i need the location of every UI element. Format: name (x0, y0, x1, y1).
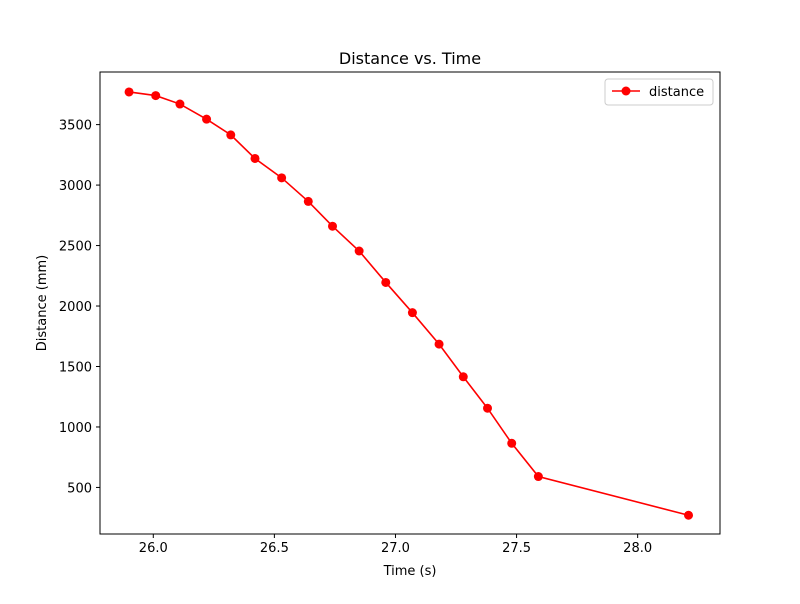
y-tick-label: 500 (67, 481, 92, 496)
data-point (684, 510, 694, 520)
y-tick-label: 1500 (59, 360, 92, 375)
data-point (124, 87, 134, 97)
data-point (407, 308, 417, 318)
data-point (381, 277, 391, 287)
x-tick-label: 28.0 (623, 541, 652, 556)
legend-box (604, 78, 714, 106)
y-tick-label: 2500 (59, 240, 92, 255)
y-tick-label: 2000 (59, 300, 92, 315)
y-axis-label: Distance (mm) (35, 255, 50, 351)
chart-title: Distance vs. Time (339, 49, 481, 68)
data-point (151, 91, 161, 101)
y-axis-ticks: 500 1000 1500 2000 2500 3000 3500 (59, 119, 100, 496)
data-point (303, 196, 313, 206)
y-tick-label: 1000 (59, 421, 92, 436)
data-point (533, 472, 543, 482)
plot-frame (99, 71, 721, 535)
data-point (175, 99, 185, 109)
legend: distance (604, 78, 714, 106)
y-tick-label: 3500 (59, 119, 92, 134)
x-axis-ticks: 26.0 26.5 27.0 27.5 28.0 (139, 534, 652, 556)
x-axis-label: Time (s) (383, 564, 437, 579)
data-point (226, 130, 236, 140)
series-points-distance (124, 87, 694, 520)
data-point (277, 173, 287, 183)
data-point (507, 438, 517, 448)
series-line-distance (128, 91, 689, 517)
legend-marker-sample (621, 86, 631, 96)
x-tick-label: 27.5 (502, 541, 531, 556)
x-tick-label: 26.0 (139, 541, 168, 556)
data-point (250, 153, 260, 163)
legend-label-distance: distance (649, 85, 704, 100)
x-tick-label: 27.0 (381, 541, 410, 556)
data-point (354, 246, 364, 256)
plot-area (100, 72, 720, 534)
y-tick-label: 3000 (59, 179, 92, 194)
data-point (458, 372, 468, 382)
data-point (328, 221, 337, 231)
data-point (202, 114, 212, 124)
data-point (483, 403, 492, 413)
x-tick-label: 26.5 (260, 541, 289, 556)
data-point (434, 339, 444, 349)
